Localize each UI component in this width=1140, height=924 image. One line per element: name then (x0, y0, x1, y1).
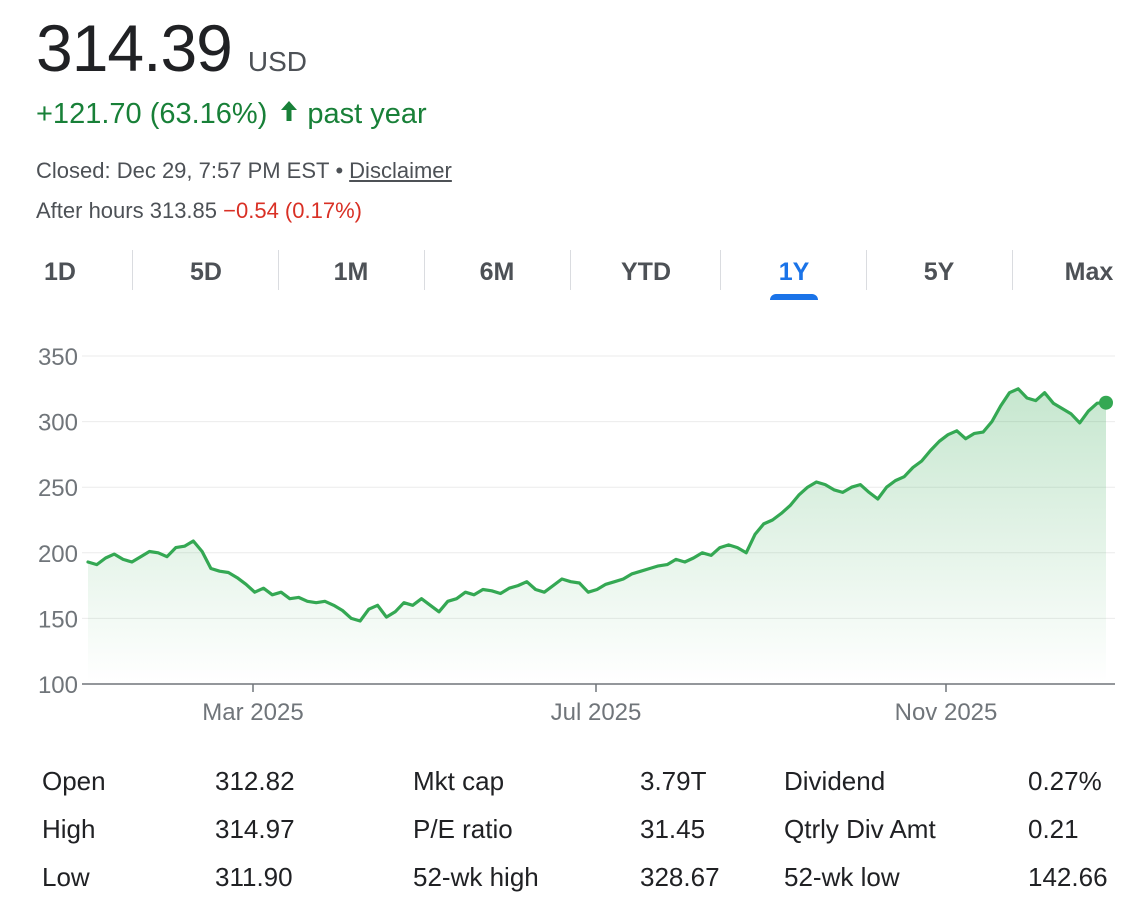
stat-label-qtrly-div: Qtrly Div Amt (784, 814, 936, 844)
tab-5d[interactable]: 5D (190, 257, 222, 286)
x-tick-label: Mar 2025 (202, 699, 303, 726)
tab-divider (720, 250, 721, 290)
currency-label: USD (247, 46, 307, 77)
stat-label-open: Open (42, 766, 106, 796)
x-tick-label: Nov 2025 (895, 699, 998, 726)
stat-label-52wk-high: 52-wk high (413, 862, 539, 892)
market-status: Closed: Dec 29, 7:57 PM EST • Disclaimer (36, 158, 452, 184)
stat-label-mkt-cap: Mkt cap (413, 766, 505, 796)
current-price-dot (1099, 395, 1113, 410)
tab-max[interactable]: Max (1064, 257, 1114, 286)
stat-value-high: 314.97 (215, 814, 295, 844)
stat-label-high: High (42, 814, 96, 844)
change-period: past year (307, 98, 427, 130)
closed-time: Closed: Dec 29, 7:57 PM EST (36, 158, 330, 183)
price-change-row: +121.70 (63.16%) past year (36, 98, 427, 131)
tab-6m[interactable]: 6M (479, 257, 515, 286)
tab-divider (866, 250, 867, 290)
stat-value-52wk-high: 328.67 (640, 862, 720, 892)
stat-value-52wk-low: 142.66 (1028, 862, 1108, 892)
stat-value-low: 311.90 (215, 862, 293, 892)
x-tick-label: Jul 2025 (551, 699, 642, 726)
y-tick-label: 250 (38, 475, 78, 502)
stats-row: Low 311.90 52-wk high 328.67 52-wk low 1… (0, 862, 1140, 908)
stat-value-open: 312.82 (215, 766, 295, 796)
separator: • (335, 158, 344, 183)
price-area-fill (88, 388, 1106, 682)
active-tab-indicator (770, 294, 818, 300)
stat-label-dividend: Dividend (784, 766, 886, 796)
price-line (86, 387, 1108, 623)
range-tabs: 1D 5D 1M 6M YTD 1Y 5Y Max (0, 246, 1140, 302)
y-tick-label: 150 (38, 606, 78, 633)
y-tick-label: 300 (38, 410, 78, 437)
tab-5y[interactable]: 5Y (923, 257, 955, 286)
tab-1m[interactable]: 1M (333, 257, 369, 286)
tab-divider (570, 250, 571, 290)
stat-value-pe-ratio: 31.45 (640, 814, 706, 844)
stat-value-dividend: 0.27% (1028, 766, 1102, 796)
tab-divider (278, 250, 279, 290)
tab-divider (424, 250, 425, 290)
stat-label-52wk-low: 52-wk low (784, 862, 900, 892)
stat-label-low: Low (42, 862, 90, 892)
stat-label-pe-ratio: P/E ratio (413, 814, 513, 844)
price-header: 314.39 USD (36, 8, 307, 88)
stats-row: High 314.97 P/E ratio 31.45 Qtrly Div Am… (0, 814, 1140, 860)
tab-divider (132, 250, 133, 290)
y-tick-label: 200 (38, 541, 78, 568)
tab-1y[interactable]: 1Y (778, 257, 810, 286)
stats-row: Open 312.82 Mkt cap 3.79T Dividend 0.27% (0, 766, 1140, 812)
current-price: 314.39 (36, 11, 233, 85)
after-hours-change: −0.54 (0.17%) (223, 198, 362, 223)
price-chart[interactable]: 100 150 200 250 300 350 Mar 2025 Jul 2025 Nov 20… (0, 330, 1140, 730)
after-hours: After hours 313.85 −0.54 (0.17%) (36, 198, 362, 224)
y-tick-label: 350 (38, 344, 78, 371)
arrow-up-icon (279, 98, 299, 131)
stat-value-qtrly-div: 0.21 (1028, 814, 1079, 844)
after-hours-price: After hours 313.85 (36, 198, 218, 223)
tab-divider (1012, 250, 1013, 290)
y-tick-label: 100 (38, 672, 78, 699)
tab-ytd[interactable]: YTD (621, 257, 671, 286)
price-change: +121.70 (63.16%) (36, 98, 268, 130)
disclaimer-link[interactable]: Disclaimer (349, 158, 452, 183)
tab-1d[interactable]: 1D (44, 257, 76, 286)
stat-value-mkt-cap: 3.79T (640, 766, 707, 796)
